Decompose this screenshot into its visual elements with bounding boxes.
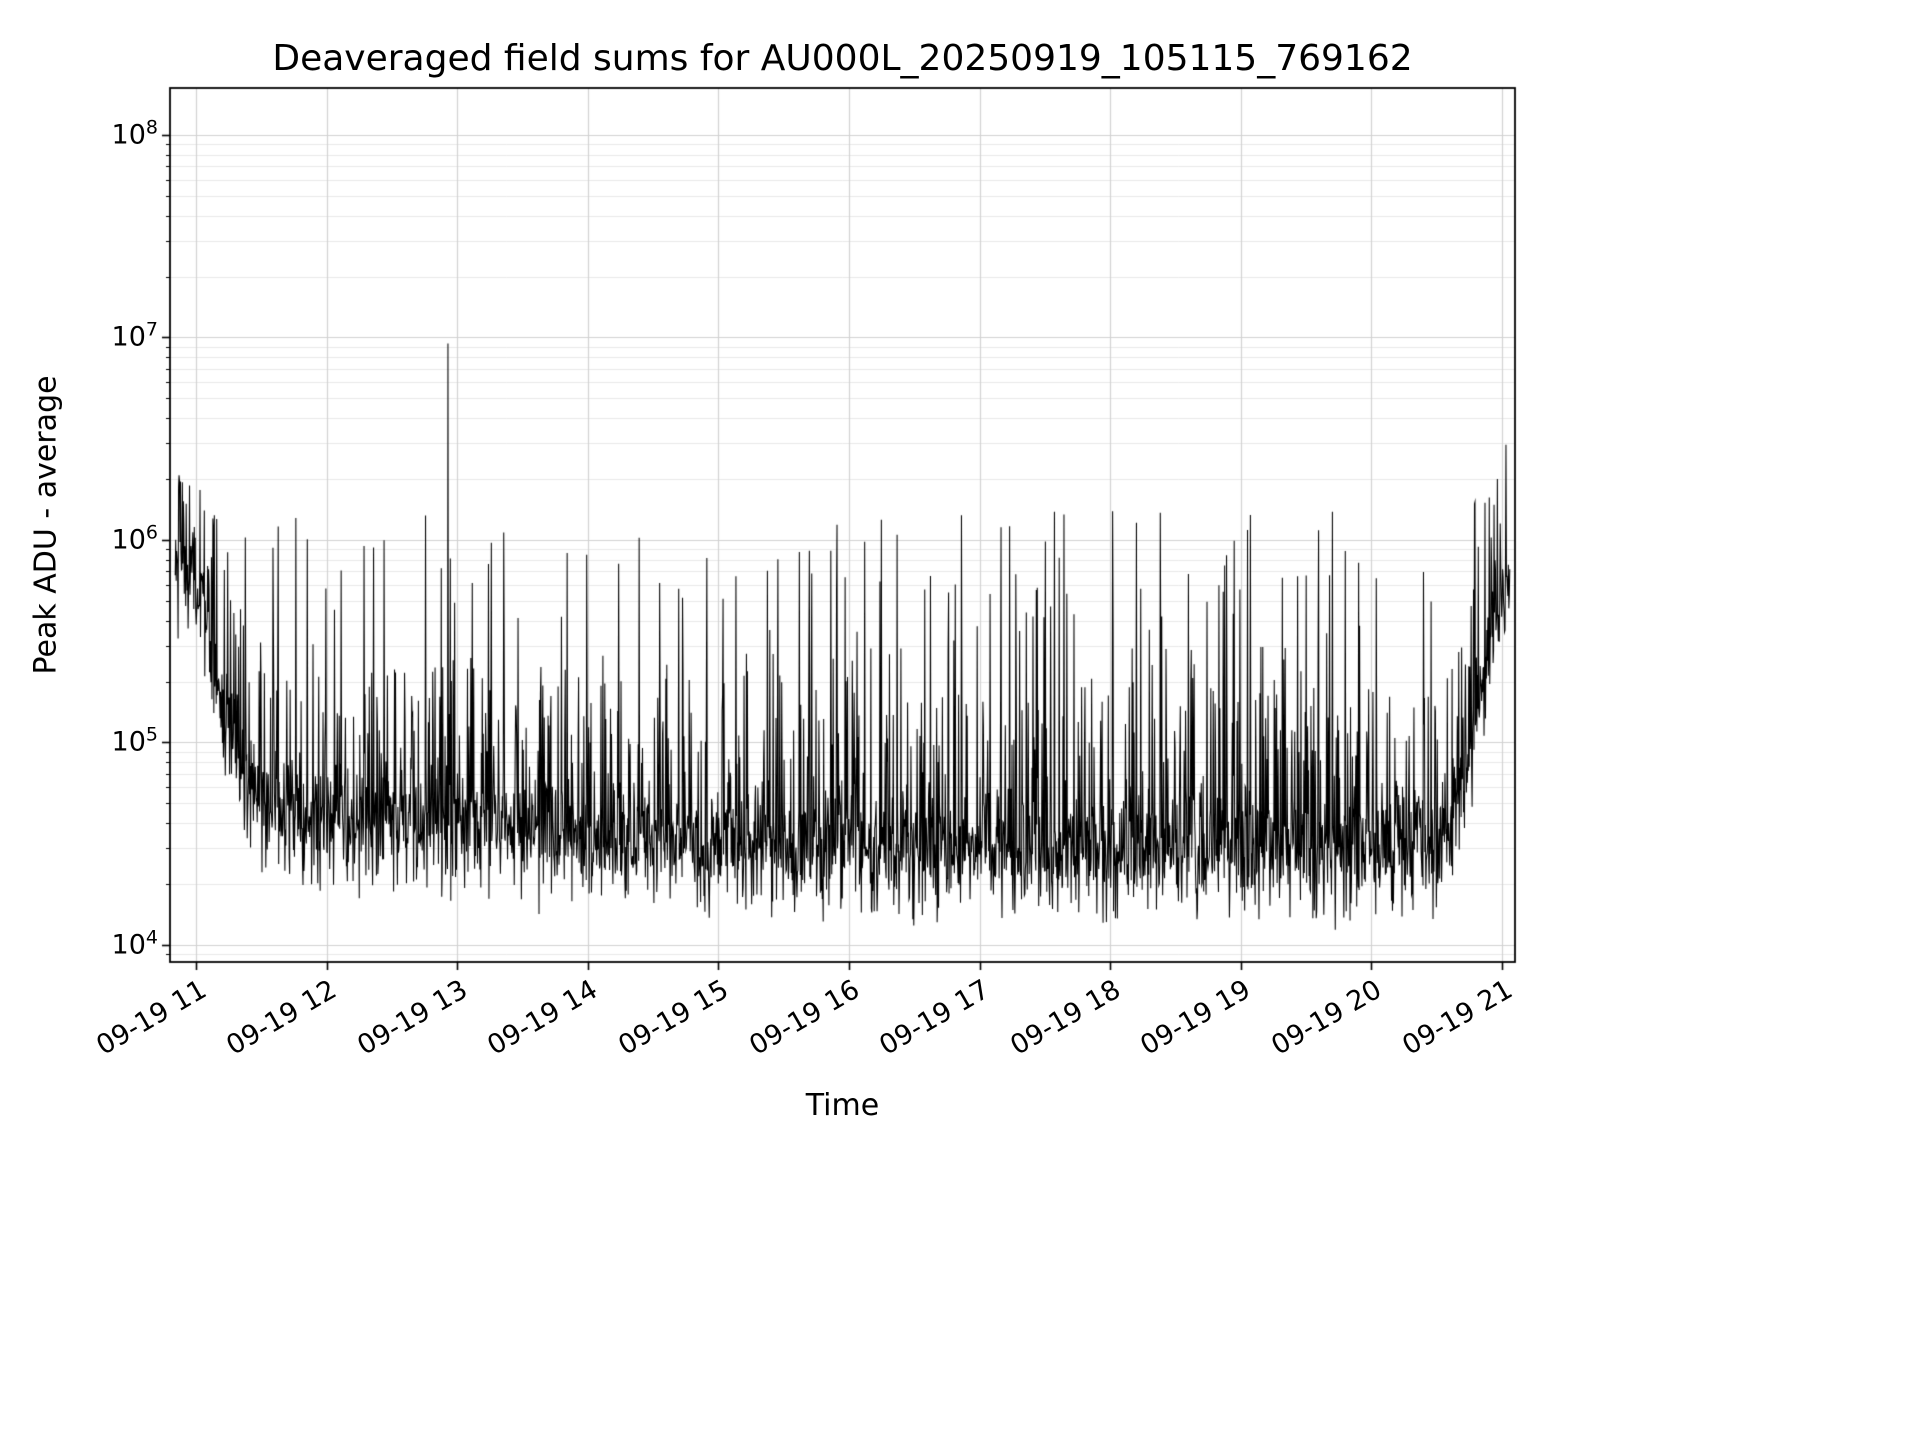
y-tick-label: 108 (111, 116, 158, 151)
y-tick-label: 105 (111, 723, 158, 758)
y-tick-label: 106 (111, 521, 158, 556)
chart-title: Deaveraged field sums for AU000L_2025091… (272, 38, 1413, 79)
y-tick-label: 104 (111, 926, 158, 961)
y-tick-label: 107 (111, 318, 158, 353)
x-axis-label: Time (805, 1088, 880, 1123)
